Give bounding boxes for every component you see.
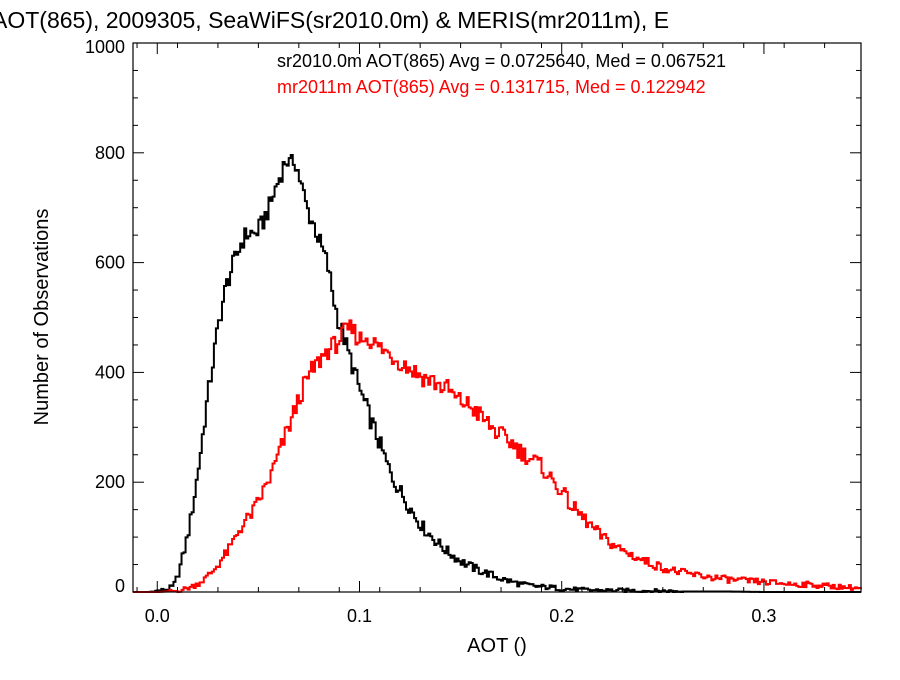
x-tick-label: 0.2	[549, 606, 574, 626]
x-tick-label: 0.3	[751, 606, 776, 626]
y-tick-label: 800	[95, 143, 125, 163]
x-axis: 0.0 0.1 0.2 0.3	[136, 43, 826, 626]
chart-title: AOT(865), 2009305, SeaWiFS(sr2010.0m) & …	[0, 7, 669, 33]
y-tick-label: 200	[95, 472, 125, 492]
y-tick-label: 1000	[85, 37, 125, 57]
x-axis-label: AOT ()	[467, 635, 527, 657]
legend-annotation-series2: mr2011m AOT(865) Avg = 0.131715, Med = 0…	[277, 77, 706, 97]
y-axis: 0 200 400 600 800 1000	[85, 37, 861, 596]
y-tick-label: 600	[95, 253, 125, 273]
series-line-2	[133, 319, 862, 593]
y-tick-label: 0	[115, 576, 125, 596]
y-tick-label: 400	[95, 362, 125, 382]
x-tick-label: 0.0	[145, 606, 170, 626]
legend-annotation-series1: sr2010.0m AOT(865) Avg = 0.0725640, Med …	[277, 51, 726, 71]
y-axis-label: Number of Observations	[31, 209, 53, 426]
x-tick-label: 0.1	[347, 606, 372, 626]
